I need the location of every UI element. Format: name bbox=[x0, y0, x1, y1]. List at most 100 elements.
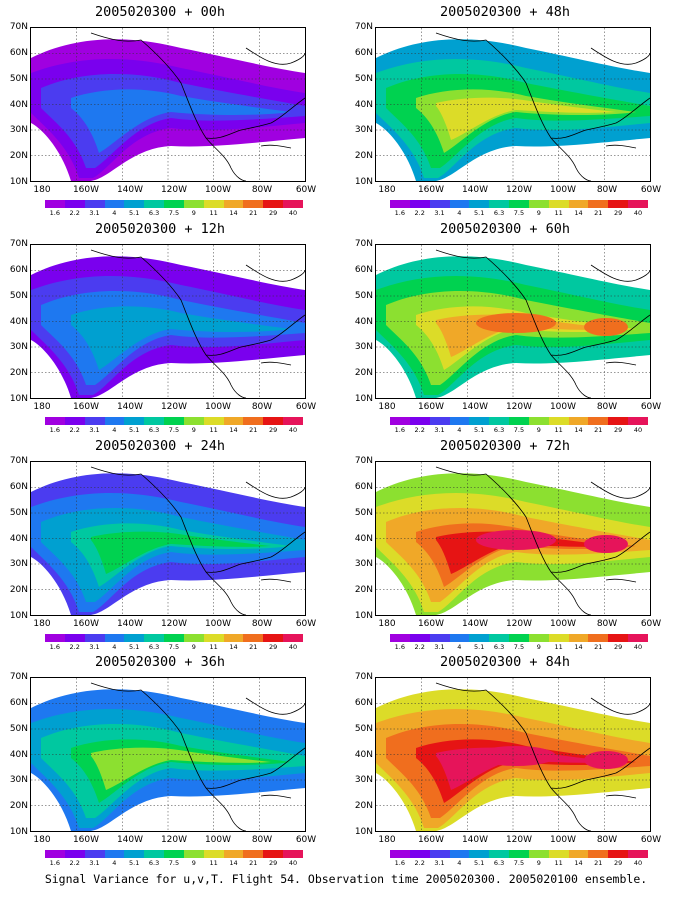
lat-tick-label: 60N bbox=[354, 697, 373, 708]
lon-tick-label: 180 bbox=[33, 402, 51, 412]
lon-tick-label: 120W bbox=[505, 185, 533, 195]
colorbar-label: 5.1 bbox=[474, 643, 485, 651]
colorbar-swatch bbox=[628, 634, 648, 642]
colorbar-swatch bbox=[409, 850, 430, 858]
lat-tick-label: 50N bbox=[354, 723, 373, 734]
colorbar-swatch bbox=[548, 634, 569, 642]
colorbar-swatch bbox=[588, 850, 609, 858]
colorbar-swatch bbox=[449, 850, 470, 858]
colorbar-swatch bbox=[449, 417, 470, 425]
panel-title: 2005020300 + 84h bbox=[439, 654, 571, 670]
colorbar-swatch bbox=[223, 200, 244, 208]
lat-tick-label: 70N bbox=[9, 672, 28, 682]
lat-tick-label: 10N bbox=[9, 611, 28, 621]
colorbar-label: 40 bbox=[288, 426, 298, 434]
map-plot-area bbox=[30, 461, 306, 616]
colorbar bbox=[45, 417, 303, 425]
lat-tick-label: 10N bbox=[9, 827, 28, 837]
map-plot-area bbox=[30, 677, 306, 832]
colorbar-label: 1.6 bbox=[394, 859, 406, 867]
coastline bbox=[90, 682, 305, 831]
graticule bbox=[31, 245, 305, 398]
lat-tick-label: 30N bbox=[9, 775, 28, 786]
colorbar-swatch bbox=[84, 850, 105, 858]
colorbar-swatch bbox=[84, 200, 105, 208]
colorbar-swatch bbox=[223, 417, 244, 425]
lon-tick-label: 80W bbox=[596, 185, 618, 195]
colorbar-label: 4 bbox=[112, 426, 117, 434]
lon-tick-label: 60W bbox=[295, 185, 317, 195]
colorbar-swatch bbox=[548, 850, 569, 858]
colorbar-swatch bbox=[429, 417, 450, 425]
colorbar-label: 14 bbox=[229, 209, 238, 217]
panel-title: 2005020300 + 60h bbox=[439, 221, 571, 237]
colorbar-swatch bbox=[588, 417, 609, 425]
colorbar-swatch bbox=[164, 634, 184, 642]
colorbar-swatch bbox=[144, 634, 165, 642]
lat-tick-label: 40N bbox=[9, 749, 28, 760]
lon-tick-label: 140W bbox=[116, 185, 144, 195]
colorbar-swatch bbox=[164, 200, 184, 208]
lon-tick-label: 120W bbox=[505, 619, 533, 629]
colorbar-swatch bbox=[588, 634, 609, 642]
lat-tick-label: 10N bbox=[354, 177, 373, 187]
colorbar bbox=[390, 417, 648, 425]
colorbar-label: 11 bbox=[209, 859, 218, 867]
lon-tick-label: 180 bbox=[33, 835, 51, 845]
colorbar-label: 2.2 bbox=[414, 209, 425, 217]
colorbar-swatch bbox=[409, 200, 430, 208]
colorbar-label: 7.5 bbox=[513, 643, 525, 651]
colorbar-label: 29 bbox=[614, 859, 623, 867]
colorbar-label: 9 bbox=[191, 426, 196, 434]
colorbar-label: 4 bbox=[457, 859, 462, 867]
colorbar-swatch bbox=[568, 850, 589, 858]
lat-tick-label: 50N bbox=[9, 290, 28, 301]
colorbar-swatch bbox=[390, 850, 410, 858]
lon-tick-label: 60W bbox=[295, 402, 317, 412]
lat-tick-label: 50N bbox=[354, 73, 373, 84]
colorbar-label: 3.1 bbox=[89, 426, 100, 434]
colorbar-swatch bbox=[64, 850, 85, 858]
coastline bbox=[90, 249, 305, 398]
colorbar-swatch bbox=[489, 417, 510, 425]
colorbar-swatch bbox=[203, 634, 224, 642]
colorbar-swatch bbox=[223, 850, 244, 858]
colorbar-swatch bbox=[104, 850, 125, 858]
map-panel: 2005020300 + 24h 70N 60N 50N 40N 30N 20N 10N 180… bbox=[0, 439, 320, 654]
colorbar-swatch bbox=[528, 634, 549, 642]
colorbar-swatch bbox=[203, 850, 224, 858]
colorbar-label: 4 bbox=[112, 643, 117, 651]
lon-tick-label: 100W bbox=[549, 185, 577, 195]
map-plot-area bbox=[375, 244, 651, 399]
colorbar-label: 7.5 bbox=[513, 859, 525, 867]
lat-tick-label: 30N bbox=[354, 125, 373, 136]
colorbar-label: 11 bbox=[554, 426, 563, 434]
lat-tick-label: 60N bbox=[354, 481, 373, 492]
colorbar-label: 6.3 bbox=[493, 859, 505, 867]
colorbar-label: 21 bbox=[249, 209, 258, 217]
lat-tick-label: 60N bbox=[9, 697, 28, 708]
colorbar bbox=[45, 634, 303, 642]
colorbar-label: 40 bbox=[288, 643, 298, 651]
lat-tick-label: 20N bbox=[9, 585, 28, 596]
lon-tick-label: 60W bbox=[295, 835, 317, 845]
colorbar-label: 2.2 bbox=[69, 859, 80, 867]
colorbar-swatch bbox=[489, 634, 510, 642]
lon-tick-label: 60W bbox=[640, 835, 662, 845]
colorbar-swatch bbox=[568, 200, 589, 208]
lat-tick-label: 30N bbox=[354, 342, 373, 353]
lat-tick-label: 20N bbox=[354, 368, 373, 379]
colorbar-swatch bbox=[283, 634, 303, 642]
colorbar-label: 7.5 bbox=[168, 209, 180, 217]
colorbar-label: 29 bbox=[269, 209, 278, 217]
colorbar-label: 21 bbox=[594, 859, 603, 867]
colorbar-swatch bbox=[390, 200, 410, 208]
colorbar-swatch bbox=[263, 634, 284, 642]
colorbar-label: 11 bbox=[554, 209, 563, 217]
colorbar-label: 11 bbox=[209, 209, 218, 217]
colorbar-label: 2.2 bbox=[69, 426, 80, 434]
colorbar-swatch bbox=[243, 850, 264, 858]
lon-tick-label: 120W bbox=[160, 185, 188, 195]
colorbar-label: 11 bbox=[209, 643, 218, 651]
colorbar bbox=[45, 850, 303, 858]
